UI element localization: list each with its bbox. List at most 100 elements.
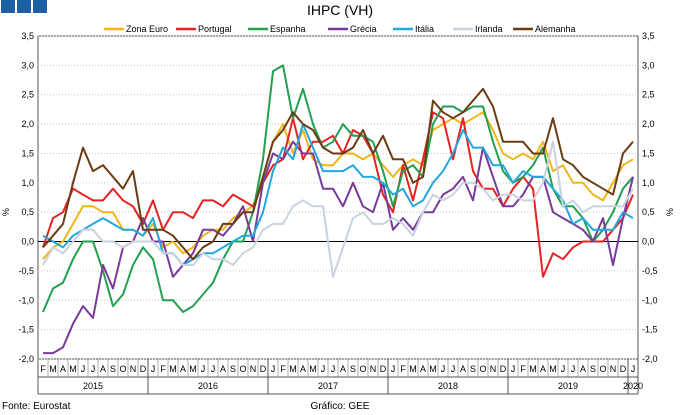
series-line-italia [42, 123, 634, 266]
y-tick-label-right: -2,0 [642, 354, 658, 364]
y-tick-label-right: 2,0 [642, 119, 655, 129]
x-tick-label: J [441, 364, 446, 374]
source-note: Fonte: Eurostat [2, 401, 71, 412]
x-tick-label: J [571, 364, 576, 374]
x-tick-label: M [429, 364, 437, 374]
legend: Zona Euro Portugal Espanha Grécia Itália Irla… [104, 24, 576, 34]
year-label: 2018 [438, 381, 458, 391]
x-tick-label: M [309, 364, 317, 374]
y-axis-left: -2,0 -1,5 -1,0 -0,5 0,0 0,5 1,0 1,5 2,0 2,5 3,0 3,5 [18, 31, 34, 364]
y-tick-label-left: -0,5 [18, 266, 34, 276]
x-tick-label: A [300, 364, 306, 374]
y-tick-label-right: -0,5 [642, 266, 658, 276]
x-tick-label: A [220, 364, 226, 374]
y-tick-label-right: 2,5 [642, 90, 655, 100]
y-tick-label-right: -1,0 [642, 295, 658, 305]
y-axis-label-left: % [1, 208, 11, 216]
y-axis-right: -2,0 -1,5 -1,0 -0,5 0,0 0,5 1,0 1,5 2,0 2,5 3,0 3,5 [642, 31, 658, 364]
x-tick-label: O [479, 364, 486, 374]
x-tick-label: A [580, 364, 586, 374]
y-tick-label-left: 0,5 [21, 207, 34, 217]
series-lines [42, 64, 634, 355]
x-tick-label: F [40, 364, 46, 374]
x-tick-label: M [49, 364, 57, 374]
y-tick-label-right: 3,0 [642, 60, 655, 70]
x-tick-label: M [409, 364, 417, 374]
y-tick-label-left: 2,0 [21, 119, 34, 129]
x-tick-label: J [91, 364, 96, 374]
x-tick-label: J [151, 364, 156, 374]
x-tick-label: J [631, 364, 636, 374]
x-tick-label: N [370, 364, 377, 374]
x-tick-label: M [549, 364, 557, 374]
x-tick-label: O [359, 364, 366, 374]
x-tick-label: D [620, 364, 627, 374]
legend-label: Zona Euro [126, 24, 168, 34]
x-tick-label: A [60, 364, 66, 374]
x-tick-label: J [81, 364, 86, 374]
x-tick-label: M [69, 364, 77, 374]
y-tick-label-left: 1,0 [21, 178, 34, 188]
y-tick-label-right: 0,0 [642, 237, 655, 247]
legend-label: Espanha [270, 24, 306, 34]
series-line-alemanha [42, 87, 634, 261]
x-tick-label: J [561, 364, 566, 374]
x-tick-label: A [460, 364, 466, 374]
logo-mark [1, 0, 47, 13]
year-label: 2019 [558, 381, 578, 391]
x-tick-label: M [169, 364, 177, 374]
series-line-irlanda [42, 140, 634, 278]
x-tick-label: M [289, 364, 297, 374]
year-label: 2015 [83, 381, 103, 391]
x-tick-label: F [280, 364, 286, 374]
x-tick-label: N [490, 364, 497, 374]
x-tick-label: A [180, 364, 186, 374]
x-tick-label: J [391, 364, 396, 374]
x-tick-label: M [529, 364, 537, 374]
x-tick-label: J [511, 364, 516, 374]
series-line-portugal [42, 111, 634, 278]
year-label: 2020 [623, 381, 643, 391]
y-tick-label-left: -2,0 [18, 354, 34, 364]
x-tick-label: N [610, 364, 617, 374]
x-tick-label: J [451, 364, 456, 374]
y-tick-label-right: 0,5 [642, 207, 655, 217]
x-tick-label: F [520, 364, 526, 374]
y-tick-label-right: 3,5 [642, 31, 655, 41]
x-tick-label: S [470, 364, 476, 374]
y-tick-label-left: 1,5 [21, 148, 34, 158]
x-tick-label: J [331, 364, 336, 374]
x-tick-label: J [271, 364, 276, 374]
y-tick-label-right: 1,0 [642, 178, 655, 188]
legend-label: Irlanda [475, 24, 503, 34]
x-tick-label: D [500, 364, 507, 374]
y-tick-label-left: -1,5 [18, 325, 34, 335]
y-tick-label-left: 2,5 [21, 90, 34, 100]
x-tick-label: A [540, 364, 546, 374]
y-tick-label-left: 3,0 [21, 60, 34, 70]
y-axis-label-right: % [665, 208, 675, 216]
x-tick-label: D [140, 364, 147, 374]
y-tick-label-left: 0,0 [21, 237, 34, 247]
x-tick-label: S [230, 364, 236, 374]
y-tick-label-left: 3,5 [21, 31, 34, 41]
legend-label: Alemanha [535, 24, 576, 34]
x-tick-label: N [250, 364, 257, 374]
x-tick-label: J [321, 364, 326, 374]
legend-label: Portugal [198, 24, 232, 34]
x-tick-label: J [211, 364, 216, 374]
chart-title: IHPC (VH) [307, 2, 373, 18]
y-tick-label-left: -1,0 [18, 295, 34, 305]
y-tick-label-right: 1,5 [642, 148, 655, 158]
x-tick-label: F [400, 364, 406, 374]
x-tick-label: A [340, 364, 346, 374]
x-tick-label: J [201, 364, 206, 374]
credit-note: Gráfico: GEE [311, 401, 370, 412]
x-tick-label: A [420, 364, 426, 374]
x-tick-label: S [110, 364, 116, 374]
legend-label: Grécia [350, 24, 377, 34]
x-tick-label: N [130, 364, 137, 374]
x-tick-label: F [160, 364, 166, 374]
